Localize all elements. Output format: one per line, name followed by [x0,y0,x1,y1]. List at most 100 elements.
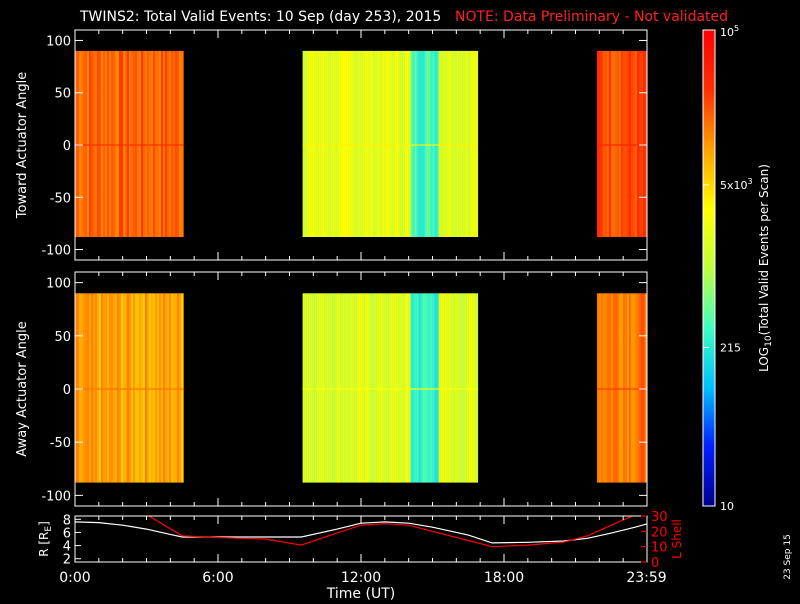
heatmap-cell [105,293,107,482]
heatmap-cell [89,51,91,237]
heatmap-cell [331,293,333,482]
heatmap-cell [469,293,471,482]
heatmap-cell [373,293,375,482]
x-tick-label: 23:59 [626,570,666,586]
heatmap-cell [411,51,413,237]
heatmap-cell [341,293,343,482]
heatmap-cell [309,293,311,482]
heatmap-cell [375,293,377,482]
heatmap-cell [385,51,387,237]
heatmap-cell [421,51,423,237]
heatmap-cell [121,51,123,237]
heatmap-cell [347,293,349,482]
heatmap-cell [181,51,183,237]
heatmap-cell [371,293,373,482]
middle-heatmap [75,293,647,482]
heatmap-cell [397,293,399,482]
heatmap-cell [377,293,379,482]
heatmap-cell [393,293,395,482]
heatmap-cell [609,51,611,237]
heatmap-cell [621,293,623,482]
heatmap-cell [601,51,603,237]
heatmap-cell [409,293,411,482]
heatmap-cell [439,293,441,482]
heatmap-cell [465,51,467,237]
y-tick-label: 2 [63,553,71,568]
heatmap-cell [79,51,81,237]
heatmap-cell [369,51,371,237]
heatmap-cell [389,293,391,482]
heatmap-cell [391,293,393,482]
heatmap-cell [151,51,153,237]
heatmap-cell [623,293,625,482]
heatmap-cell [601,293,603,482]
heatmap-cell [635,293,637,482]
heatmap-cell [99,293,101,482]
heatmap-cell [135,293,137,482]
heatmap-cell [401,51,403,237]
heatmap-cell [629,293,631,482]
heatmap-cell [83,51,85,237]
heatmap-cell [373,51,375,237]
x-tick-label: 12:00 [341,570,381,586]
heatmap-cell [151,293,153,482]
heatmap-cell [319,293,321,482]
heatmap-cell [407,293,409,482]
top-heatmap [75,51,647,237]
heatmap-cell [169,293,171,482]
heatmap-cell [409,51,411,237]
heatmap-cell [113,51,115,237]
heatmap-cell [121,293,123,482]
heatmap-cell [597,51,599,237]
heatmap-cell [367,51,369,237]
heatmap-cell [155,51,157,237]
heatmap-cell [109,51,111,237]
heatmap-cell [437,293,439,482]
heatmap-cell [303,293,305,482]
heatmap-cell [85,293,87,482]
heatmap-cell [633,51,635,237]
heatmap-cell [641,293,643,482]
heatmap-cell [599,293,601,482]
heatmap-cell [363,293,365,482]
heatmap-cell [125,293,127,482]
heatmap-cell [389,51,391,237]
heatmap-cell [615,293,617,482]
heatmap-cell [423,51,425,237]
heatmap-cell [621,51,623,237]
heatmap-cell [339,293,341,482]
heatmap-cell [637,293,639,482]
heatmap-cell [127,51,129,237]
heatmap-cell [637,51,639,237]
heatmap-cell [319,51,321,237]
heatmap-cell [443,293,445,482]
heatmap-cell [119,51,121,237]
heatmap-cell [421,293,423,482]
heatmap-cell [125,51,127,237]
heatmap-cell [81,51,83,237]
heatmap-cell [143,51,145,237]
heatmap-cell [445,293,447,482]
heatmap-cell [623,51,625,237]
colorbar-gradient [703,30,715,506]
heatmap-cell [443,51,445,237]
heatmap-cell [325,293,327,482]
heatmap-cell [605,51,607,237]
heatmap-cell [617,51,619,237]
heatmap-cell [439,51,441,237]
heatmap-cell [311,293,313,482]
heatmap-cell [135,51,137,237]
heatmap-cell [411,293,413,482]
heatmap-cell [415,51,417,237]
heatmap-cell [329,51,331,237]
heatmap-cell [415,293,417,482]
heatmap-cell [317,51,319,237]
colorbar-tick-label: 105 [720,24,739,39]
heatmap-cell [359,51,361,237]
heatmap-cell [349,51,351,237]
heatmap-cell [449,51,451,237]
heatmap-cell [137,293,139,482]
colorbar-tick-label: 5x103 [720,177,753,192]
